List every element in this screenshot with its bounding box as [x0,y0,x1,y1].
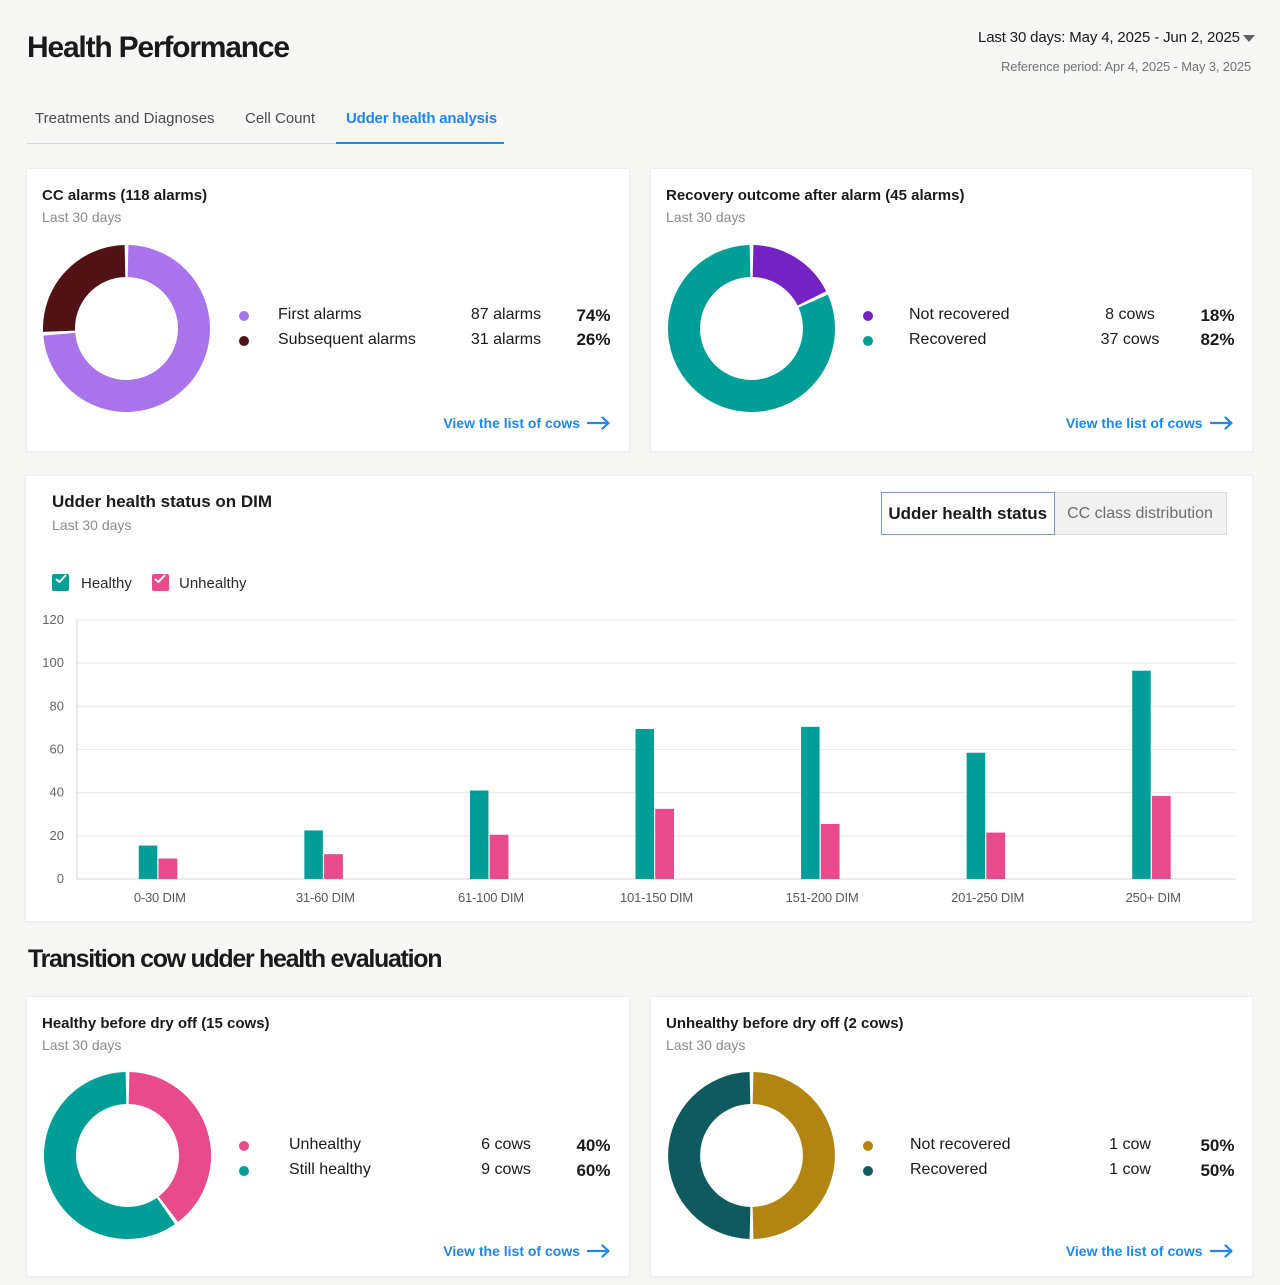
svg-text:0: 0 [57,871,64,886]
svg-text:100: 100 [42,655,64,670]
svg-text:151-200 DIM: 151-200 DIM [786,890,859,905]
svg-text:101-150 DIM: 101-150 DIM [620,890,693,905]
svg-text:61-100 DIM: 61-100 DIM [458,890,524,905]
svg-text:120: 120 [42,612,64,627]
svg-text:31-60 DIM: 31-60 DIM [296,890,355,905]
svg-text:60: 60 [50,742,64,757]
svg-text:40: 40 [50,785,64,800]
svg-text:250+ DIM: 250+ DIM [1126,890,1181,905]
svg-text:80: 80 [50,698,64,713]
svg-text:201-250 DIM: 201-250 DIM [951,890,1024,905]
svg-text:0-30 DIM: 0-30 DIM [134,890,186,905]
svg-text:20: 20 [50,828,64,843]
